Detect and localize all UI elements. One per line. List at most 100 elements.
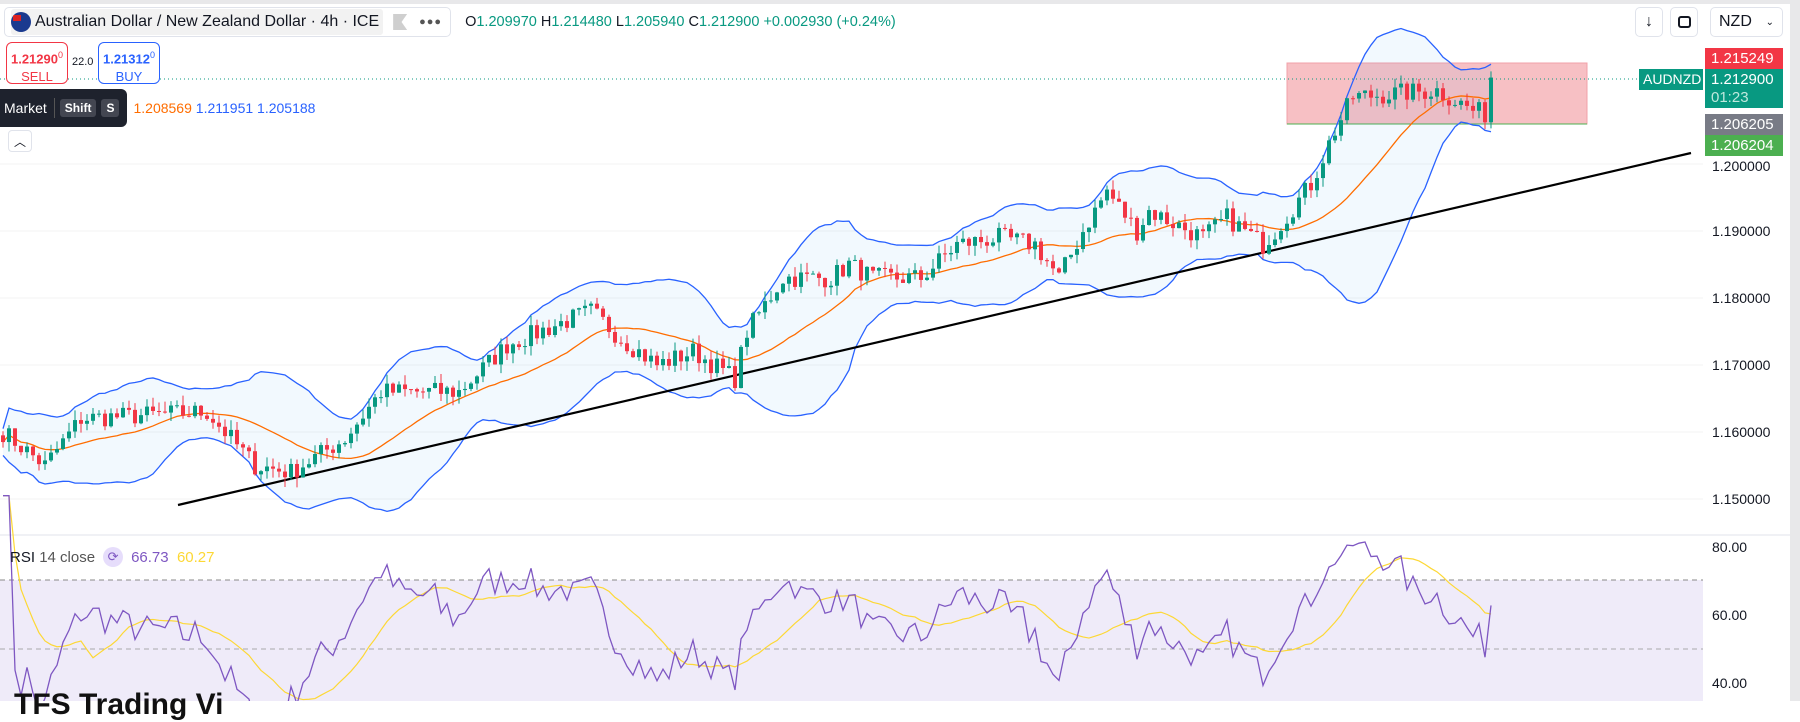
- candle-body: [517, 344, 521, 347]
- ohlc-legend: O1.209970 H1.214480 L1.205940 C1.212900 …: [465, 14, 896, 30]
- candle-body: [883, 267, 887, 269]
- currency-select[interactable]: NZD ⌄: [1710, 7, 1783, 37]
- candle-body: [337, 444, 341, 453]
- candle-body: [499, 344, 503, 365]
- candle-body: [793, 276, 797, 287]
- candle-body: [1087, 227, 1091, 233]
- candle-body: [109, 413, 113, 427]
- candle-body: [1, 435, 5, 443]
- candle-body: [1357, 93, 1361, 99]
- candle-body: [997, 227, 1001, 243]
- candle-body: [523, 346, 527, 348]
- candle-body: [325, 445, 329, 450]
- candle-body: [475, 376, 479, 384]
- candle-body: [1375, 96, 1379, 98]
- candle-body: [1333, 135, 1337, 141]
- candle-body: [181, 405, 185, 416]
- candle-body: [19, 445, 23, 453]
- candle-body: [91, 413, 95, 421]
- candle-body: [211, 418, 215, 423]
- candle-body: [577, 308, 581, 310]
- candle-body: [799, 272, 803, 287]
- candle-body: [55, 449, 59, 453]
- candle-body: [187, 415, 191, 417]
- candle-body: [439, 382, 443, 394]
- download-arrow-icon[interactable]: ↓: [1635, 7, 1663, 37]
- candle-body: [1171, 224, 1175, 229]
- candle-body: [649, 355, 653, 362]
- top-border: [0, 0, 1800, 4]
- candle-body: [193, 405, 197, 417]
- candle-body: [1003, 227, 1007, 229]
- candle-body: [229, 429, 233, 437]
- candle-body: [481, 362, 485, 377]
- candle-body: [1435, 88, 1439, 97]
- candle-body: [1063, 257, 1067, 273]
- candle-body: [1297, 197, 1301, 218]
- candle-body: [961, 238, 965, 242]
- candle-body: [1273, 239, 1277, 246]
- candle-body: [583, 305, 587, 309]
- buy-button[interactable]: 1.213120 BUY: [98, 42, 160, 84]
- legend-row: Market Shift S 1.208569 1.211951 1.205188: [0, 89, 315, 127]
- candle-body: [1075, 249, 1079, 255]
- candle-body: [301, 467, 305, 478]
- candle-body: [733, 366, 737, 389]
- candle-body: [589, 303, 593, 306]
- collapse-legend-button[interactable]: ︿: [8, 130, 32, 152]
- candle-body: [379, 397, 383, 399]
- price-chart[interactable]: [0, 0, 1790, 701]
- candle-body: [811, 273, 815, 275]
- candle-body: [565, 321, 569, 328]
- candle-body: [787, 276, 791, 284]
- more-options-icon[interactable]: ●●●: [419, 16, 443, 28]
- last-price-tag: 1.212900 01:23: [1705, 69, 1783, 108]
- candle-body: [31, 446, 35, 456]
- candle-body: [751, 313, 755, 338]
- candle-body: [943, 253, 947, 255]
- candle-body: [1111, 189, 1115, 199]
- candle-body: [973, 237, 977, 246]
- hotkey-tooltip: Market Shift S: [0, 89, 128, 127]
- bookmark-icon[interactable]: [393, 14, 408, 30]
- candle-body: [571, 309, 575, 328]
- candle-body: [223, 426, 227, 437]
- candle-body: [1429, 96, 1433, 99]
- candle-body: [127, 407, 131, 410]
- candle-body: [721, 358, 725, 368]
- candle-body: [907, 273, 911, 283]
- candle-body: [37, 455, 41, 465]
- candle-body: [625, 343, 629, 352]
- candle-body: [1207, 224, 1211, 232]
- candle-body: [1255, 230, 1259, 232]
- candle-body: [1423, 91, 1427, 99]
- candle-body: [313, 454, 317, 465]
- candle-body: [643, 349, 647, 362]
- candle-body: [847, 260, 851, 277]
- candle-body: [637, 349, 641, 358]
- scrollbar[interactable]: [1790, 0, 1800, 701]
- candle-body: [925, 277, 929, 280]
- symbol-title[interactable]: Australian Dollar / New Zealand Dollar ·…: [35, 13, 380, 30]
- price-tick: 1.200000: [1712, 158, 1771, 174]
- candle-body: [1117, 198, 1121, 202]
- refresh-icon[interactable]: ⟳: [103, 547, 124, 567]
- australia-flag-icon: [11, 12, 31, 32]
- candle-body: [493, 354, 497, 365]
- candle-body: [877, 267, 881, 271]
- candle-body: [1447, 100, 1451, 106]
- candle-body: [775, 292, 779, 301]
- candle-body: [163, 411, 167, 413]
- symbol-title-box[interactable]: Australian Dollar / New Zealand Dollar ·…: [4, 7, 452, 37]
- fullscreen-icon[interactable]: [1670, 7, 1698, 37]
- candle-body: [979, 237, 983, 243]
- candle-body: [937, 253, 941, 269]
- candle-body: [349, 433, 353, 444]
- price-tick: 1.180000: [1712, 290, 1771, 306]
- candle-body: [205, 415, 209, 419]
- candle-body: [1189, 230, 1193, 241]
- candle-body: [685, 356, 689, 362]
- candle-body: [247, 447, 251, 452]
- chart-header-row: Australian Dollar / New Zealand Dollar ·…: [4, 7, 896, 37]
- sell-button[interactable]: 1.212900 SELL: [6, 42, 68, 84]
